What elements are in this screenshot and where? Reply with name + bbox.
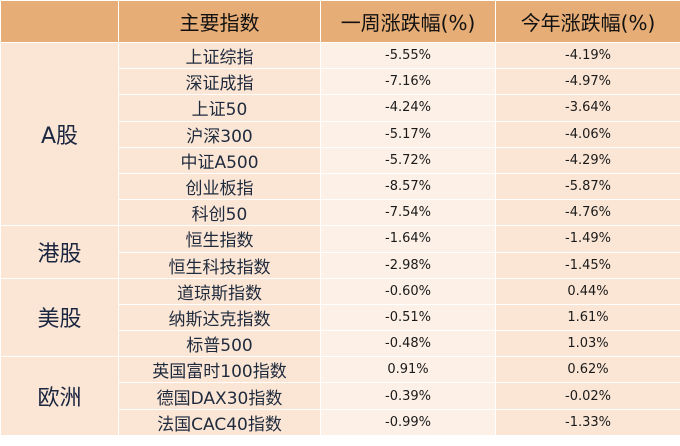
ytd-change: -1.45%: [495, 251, 680, 279]
weekly-change: -2.98%: [320, 251, 496, 279]
weekly-change: -5.72%: [320, 146, 496, 174]
ytd-change: -4.29%: [495, 146, 680, 174]
group-label-us-stocks: 美股: [0, 277, 119, 358]
ytd-change: -4.19%: [495, 41, 680, 70]
index-name: 恒生指数: [118, 225, 321, 253]
ytd-change: -0.02%: [495, 382, 680, 410]
table-row: 深证成指 -7.16% -4.97%: [1, 68, 680, 96]
table-row: 港股 恒生指数 -1.64% -1.49%: [0, 225, 680, 279]
ytd-change: -4.76%: [495, 199, 680, 227]
index-name: 深证成指: [118, 68, 321, 96]
ytd-change: 1.03%: [495, 330, 680, 358]
weekly-change: -5.55%: [320, 41, 496, 70]
table-row: 美股 道琼斯指数 -0.60% 0.44%: [0, 277, 680, 358]
ytd-change: 0.62%: [495, 356, 680, 384]
weekly-change: -0.48%: [320, 330, 496, 358]
index-name: 德国DAX30指数: [118, 382, 321, 410]
weekly-change: -7.16%: [320, 68, 496, 96]
group-label-europe: 欧洲: [0, 356, 119, 436]
index-name: 上证50: [118, 94, 321, 122]
index-name: 科创50: [118, 199, 321, 227]
ytd-change: -3.64%: [495, 94, 680, 122]
table-row: 纳斯达克指数 -0.51% 1.61%: [1, 303, 680, 332]
index-name: 创业板指: [118, 172, 321, 201]
table-row: 创业板指 -8.57% -5.87%: [1, 172, 680, 201]
weekly-change: -7.54%: [320, 199, 496, 227]
group-label-a-shares: A股: [0, 41, 119, 227]
weekly-change: 0.91%: [320, 356, 496, 384]
header-index-name: 主要指数: [118, 0, 321, 43]
weekly-change: -8.57%: [320, 172, 496, 201]
index-name: 恒生科技指数: [118, 251, 321, 279]
index-name: 法国CAC40指数: [118, 408, 321, 436]
ytd-change: -1.33%: [495, 408, 680, 436]
ytd-change: 1.61%: [495, 303, 680, 332]
index-name: 上证综指: [118, 41, 321, 70]
index-name: 英国富时100指数: [118, 356, 321, 384]
index-name: 标普500: [118, 330, 321, 358]
ytd-change: -1.49%: [495, 225, 680, 253]
index-name: 中证A500: [118, 146, 321, 174]
weekly-change: -4.24%: [320, 94, 496, 122]
weekly-change: -0.51%: [320, 303, 496, 332]
index-performance-table: 主要指数 一周涨跌幅(%) 今年涨跌幅(%) A股 上证综指 -5.55% -4…: [0, 0, 680, 436]
table-row: A股 上证综指 -5.55% -4.19%: [0, 41, 680, 227]
table-row: 中证A500 -5.72% -4.29%: [1, 146, 680, 174]
weekly-change: -5.17%: [320, 120, 496, 148]
table-row: 恒生科技指数 -2.98% -1.45%: [1, 251, 680, 279]
header-row: 主要指数 一周涨跌幅(%) 今年涨跌幅(%): [0, 0, 680, 43]
header-weekly-change: 一周涨跌幅(%): [320, 0, 496, 43]
ytd-change: -4.06%: [495, 120, 680, 148]
ytd-change: -4.97%: [495, 68, 680, 96]
weekly-change: -0.99%: [320, 408, 496, 436]
ytd-change: 0.44%: [495, 277, 680, 305]
weekly-change: -0.60%: [320, 277, 496, 305]
table-row: 欧洲 英国富时100指数 0.91% 0.62%: [0, 356, 680, 436]
table-row: 上证50 -4.24% -3.64%: [1, 94, 680, 122]
header-corner: [0, 0, 119, 43]
table-row: 沪深300 -5.17% -4.06%: [1, 120, 680, 148]
table-row: 法国CAC40指数 -0.99% -1.33%: [1, 408, 680, 436]
index-name: 沪深300: [118, 120, 321, 148]
header-ytd-change: 今年涨跌幅(%): [495, 0, 680, 43]
group-label-hk-stocks: 港股: [0, 225, 119, 279]
weekly-change: -1.64%: [320, 225, 496, 253]
weekly-change: -0.39%: [320, 382, 496, 410]
index-name: 道琼斯指数: [118, 277, 321, 305]
table-row: 标普500 -0.48% 1.03%: [1, 330, 680, 358]
index-name: 纳斯达克指数: [118, 303, 321, 332]
ytd-change: -5.87%: [495, 172, 680, 201]
